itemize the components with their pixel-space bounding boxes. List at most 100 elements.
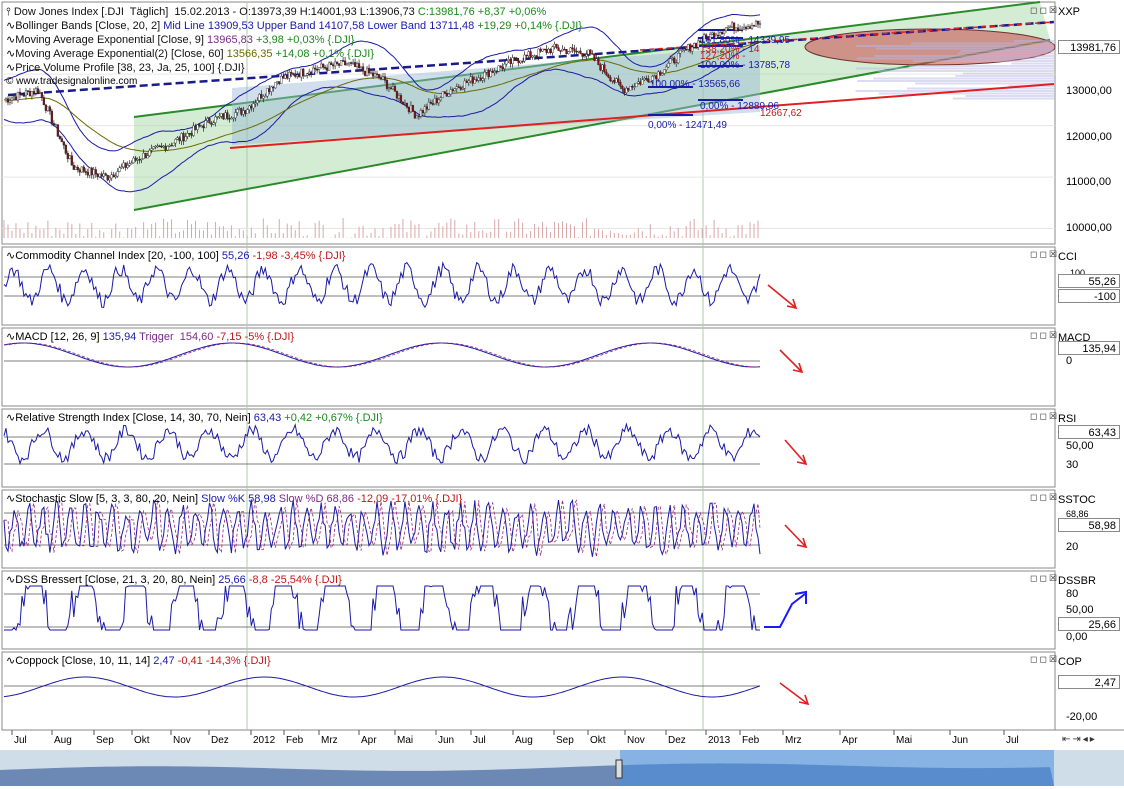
candle-body — [208, 118, 211, 124]
candle-body — [691, 46, 694, 52]
cop-panel-window-buttons[interactable]: ◻◻☒ — [1030, 654, 1060, 664]
candle-body — [170, 144, 173, 147]
candle-body — [661, 73, 664, 76]
price-tick-12000: 12000,00 — [1066, 131, 1112, 143]
indicator-trigger-line — [4, 499, 761, 557]
candle-body — [722, 30, 726, 34]
candle-body — [631, 85, 634, 88]
candle-body — [345, 63, 349, 66]
candle-body — [671, 57, 674, 60]
candle-body — [585, 54, 588, 57]
month-label: Mai — [397, 735, 414, 746]
candle-body — [373, 73, 377, 77]
candle-body — [4, 98, 8, 101]
candle-body — [162, 145, 165, 148]
candle-body — [623, 88, 626, 94]
candle-body — [252, 103, 255, 109]
candle-body — [437, 99, 440, 104]
pvp-legend: ∿Price Volume Profile [38, 23, Ja, 25, 1… — [6, 62, 245, 74]
candle-body — [52, 123, 55, 126]
candle-body — [665, 66, 668, 71]
candle-body — [511, 57, 514, 64]
candle-body — [701, 41, 704, 44]
candle-body — [118, 167, 121, 172]
candle-body — [220, 113, 223, 117]
volume-profile-bar — [1014, 40, 1054, 42]
coppock-legend: ∿Coppock [Close, 10, 11, 14] 2,47 -0,41 … — [6, 655, 271, 667]
candle-body — [551, 46, 554, 53]
volume-profile-bar — [855, 67, 1054, 70]
candle-body — [14, 96, 18, 101]
month-label: Jul — [14, 735, 27, 746]
rsi-panel-window-buttons[interactable]: ◻◻☒ — [1030, 411, 1060, 421]
candle-body — [685, 49, 688, 51]
cop-down-arrow-head — [798, 694, 810, 706]
candle-body — [304, 75, 307, 77]
candle-body — [395, 91, 399, 99]
candle-body — [164, 145, 167, 151]
candle-body — [322, 63, 325, 68]
candle-body — [340, 60, 343, 66]
candle-body — [607, 74, 610, 78]
candle-body — [148, 150, 151, 157]
candle-body — [441, 91, 444, 98]
candle-body — [397, 95, 401, 99]
candle-body — [302, 68, 305, 77]
candle-body — [726, 26, 730, 29]
support-level-label: 12667,62 — [760, 108, 802, 119]
candle-body — [206, 118, 209, 121]
candle-body — [639, 81, 642, 85]
candle-body — [194, 125, 197, 130]
candle-body — [176, 137, 179, 140]
candle-body — [254, 102, 257, 105]
candle-body — [461, 87, 464, 90]
stoch-down-arrow-head — [796, 537, 808, 549]
candle-body — [12, 96, 16, 99]
resistance-red-dashed-line — [639, 21, 1055, 51]
indicator-line — [3, 342, 761, 368]
indicator-line — [4, 584, 760, 631]
candle-body — [200, 125, 203, 128]
cci-panel-window-buttons[interactable]: ◻◻☒ — [1030, 249, 1060, 259]
candle-body — [234, 112, 237, 119]
candle-body — [136, 159, 139, 161]
candle-body — [262, 96, 265, 99]
time-scrollbar[interactable] — [0, 750, 1124, 786]
volume-profile-bar — [856, 57, 1054, 60]
stoch-legend: ∿Stochastic Slow [5, 3, 3, 80, 20, Nein]… — [6, 493, 463, 505]
price-panel-window-buttons[interactable]: ◻◻☒ — [1030, 5, 1060, 15]
cop-level-minus20: -20,00 — [1066, 711, 1098, 723]
month-label: Dez — [211, 735, 229, 746]
candle-body — [705, 34, 708, 38]
candle-body — [122, 162, 125, 168]
price-tick-10000: 10000,00 — [1066, 222, 1112, 234]
candle-body — [609, 76, 612, 82]
scroll-arrows[interactable]: ⇤⇥◂▸ — [1062, 734, 1097, 745]
candle-body — [483, 71, 486, 79]
stoch-panel-window-buttons[interactable]: ◻◻☒ — [1030, 492, 1060, 502]
scrollbar-visible-window[interactable] — [620, 750, 1054, 786]
candle-body — [50, 110, 53, 124]
scrollbar-handle[interactable] — [615, 759, 623, 779]
candle-body — [717, 34, 720, 37]
month-label: Apr — [361, 735, 377, 746]
candle-body — [246, 109, 249, 114]
candle-body — [236, 109, 239, 113]
candle-body — [589, 49, 592, 54]
rsi-down-arrow-head — [796, 454, 808, 466]
rsi-legend: ∿Relative Strength Index [Close, 14, 30,… — [6, 412, 383, 424]
candle-body — [746, 26, 750, 30]
dss-panel-window-buttons[interactable]: ◻◻☒ — [1030, 573, 1060, 583]
candle-body — [110, 174, 113, 179]
candle-body — [559, 50, 562, 52]
candle-body — [28, 90, 32, 97]
volume-profile-bar — [878, 92, 1054, 95]
cci-level-box: -100 — [1058, 289, 1120, 303]
volume-profile-bar — [957, 52, 1054, 55]
candle-body — [290, 71, 293, 74]
candle-body — [128, 163, 131, 166]
candle-body — [571, 47, 574, 50]
candle-body — [144, 153, 147, 159]
macd-panel-window-buttons[interactable]: ◻◻☒ — [1030, 330, 1060, 340]
